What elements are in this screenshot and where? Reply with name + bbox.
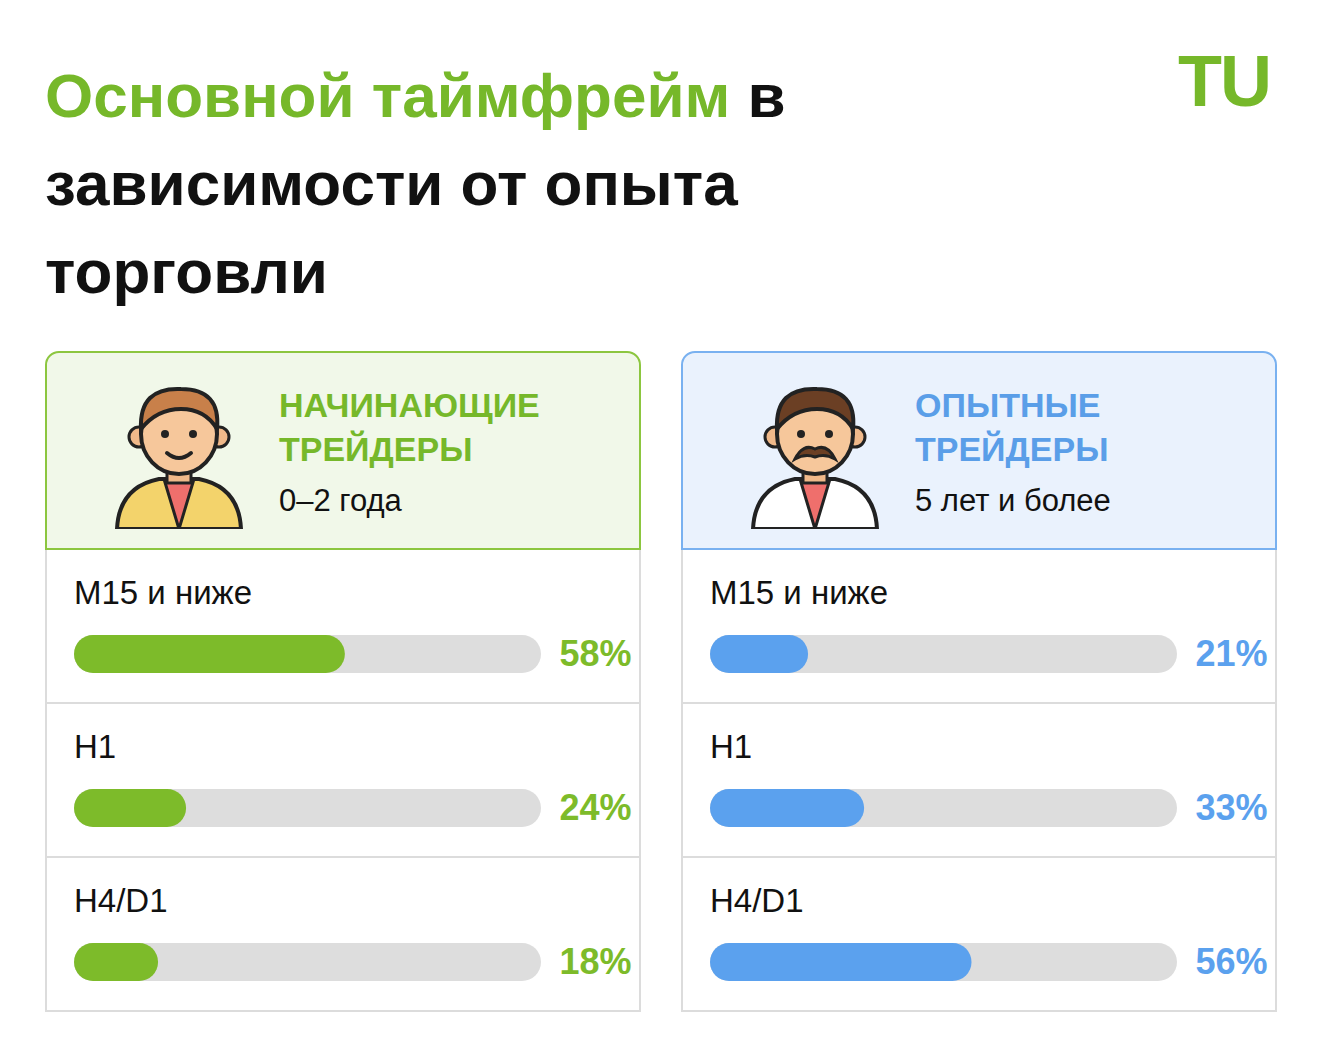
svg-text:21%: 21% xyxy=(1196,633,1268,674)
html-text:0–2 года: 0–2 года xyxy=(279,483,402,518)
svg-text:33%: 33% xyxy=(1196,787,1268,828)
html-text:НАЧИНАЮЩИЕ ТРЕЙДЕРЫ: НАЧИНАЮЩИЕ ТРЕЙДЕРЫ xyxy=(279,386,540,468)
html-text:Основной таймфрейм в зависимос: Основной таймфрейм в зависимости от опыт… xyxy=(45,61,786,306)
html-text:ОПЫТНЫЕ ТРЕЙДЕРЫ: ОПЫТНЫЕ ТРЕЙДЕРЫ xyxy=(915,386,1109,468)
html-text:H1: H1 xyxy=(710,728,753,765)
html-text:TU: TU xyxy=(1178,41,1270,121)
html-text:5 лет и более: 5 лет и более xyxy=(915,483,1111,518)
html-text:H4/D1: H4/D1 xyxy=(710,882,804,919)
svg-text:58%: 58% xyxy=(560,633,632,674)
html-text:H4/D1: H4/D1 xyxy=(74,882,168,919)
svg-text:24%: 24% xyxy=(560,787,632,828)
html-text:M15 и ниже: M15 и ниже xyxy=(710,574,889,611)
svg-text:18%: 18% xyxy=(560,941,632,982)
html-text:M15 и ниже: M15 и ниже xyxy=(74,574,253,611)
html-text:H1: H1 xyxy=(74,728,117,765)
svg-text:56%: 56% xyxy=(1196,941,1268,982)
